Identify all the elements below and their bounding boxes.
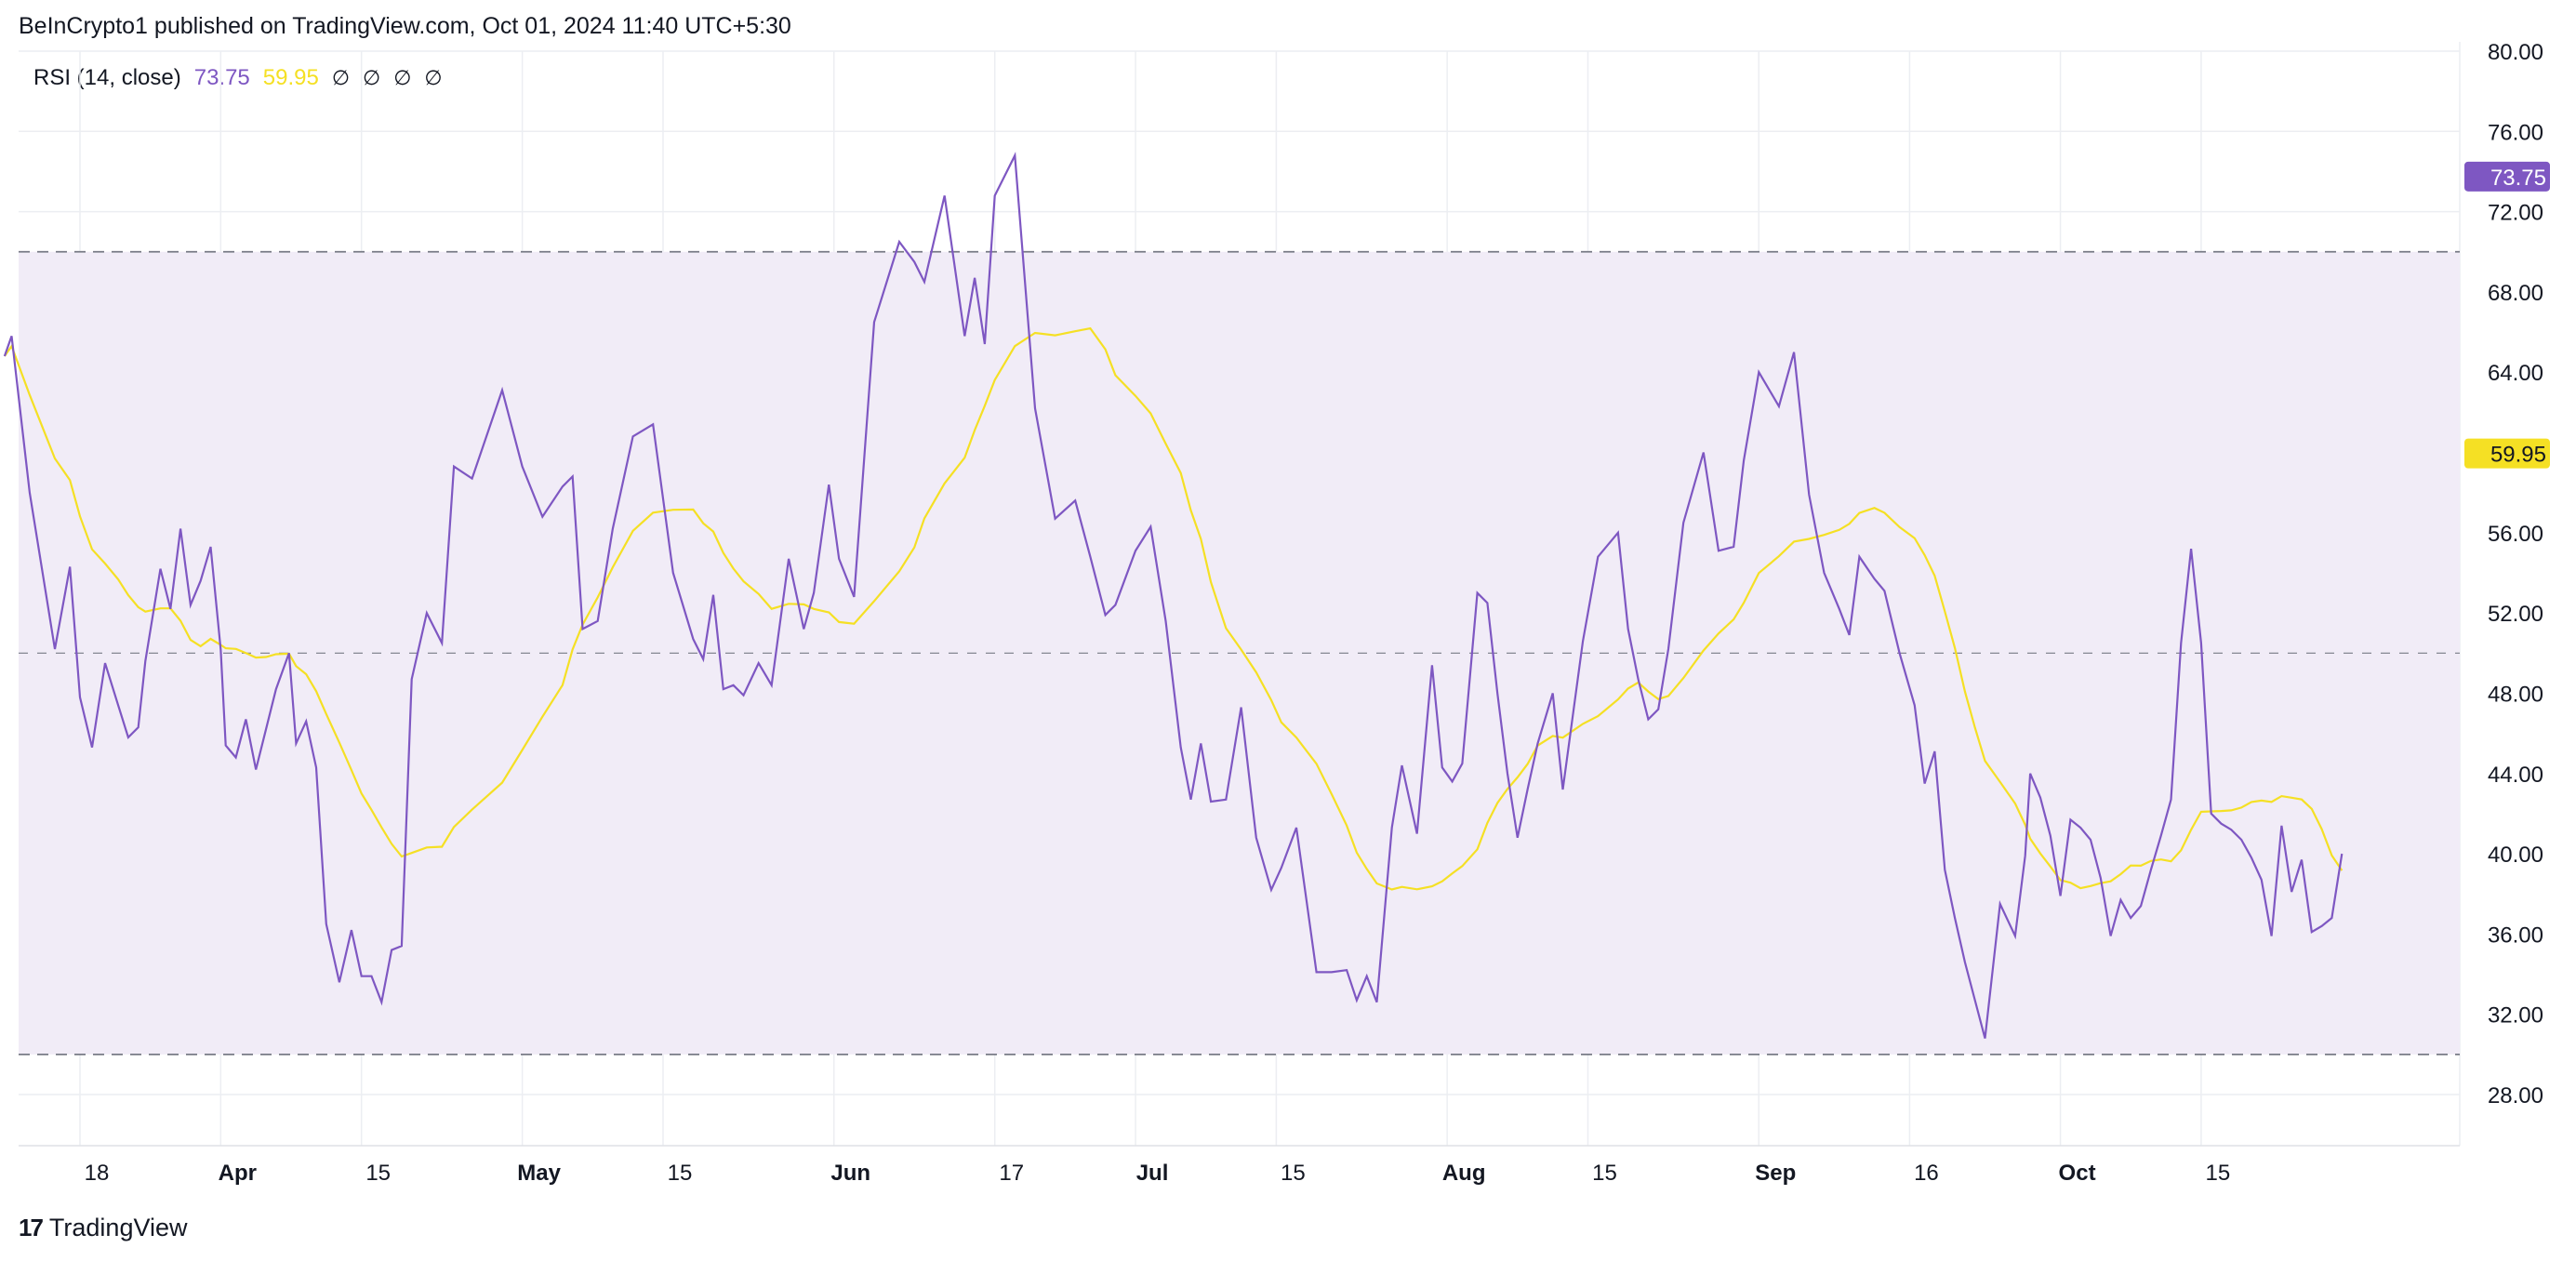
x-tick-label: 15 <box>668 1161 693 1186</box>
ma-badge-label: 59.95 <box>2490 443 2546 468</box>
y-tick-label: 28.00 <box>2488 1083 2543 1108</box>
na-mark: ∅ <box>331 66 351 89</box>
rsi-badge-label: 73.75 <box>2490 166 2546 191</box>
na-mark: ∅ <box>424 66 443 89</box>
indicator-name[interactable]: RSI (14, close) <box>33 65 181 90</box>
y-tick-label: 80.00 <box>2488 40 2543 65</box>
y-tick-label: 76.00 <box>2488 120 2543 145</box>
y-tick-label: 48.00 <box>2488 682 2543 707</box>
y-tick-label: 32.00 <box>2488 1003 2543 1029</box>
x-tick-label: Aug <box>1442 1161 1486 1186</box>
rsi-series-line <box>3 152 2344 1039</box>
na-mark: ∅ <box>363 66 381 89</box>
y-tick-label: 68.00 <box>2488 281 2543 306</box>
y-axis: 28.00 32.00 36.00 40.00 44.00 48.00 52.00 56.00… <box>2488 40 2543 1108</box>
x-tick-label: Apr <box>219 1161 257 1186</box>
y-tick-label: 72.00 <box>2488 201 2543 226</box>
x-tick-label: Jul <box>1136 1161 1169 1186</box>
x-tick-label: 16 <box>1914 1161 1939 1186</box>
x-tick-label: Oct <box>2059 1161 2096 1186</box>
tradingview-brand[interactable]: 17 TradingView <box>19 1214 188 1242</box>
x-tick-label: 18 <box>85 1161 110 1186</box>
x-tick-label: May <box>517 1161 561 1186</box>
x-axis: 18 Apr 15 May 15 Jun 17 Jul 15 Aug 15 Sep 16 Oct 15 <box>85 1161 2231 1186</box>
ma-series-line <box>4 326 2344 891</box>
published-line: BeInCrypto1 published on TradingView.com… <box>19 13 791 39</box>
band-lines <box>19 250 2460 1055</box>
tradingview-logo-icon: 17 <box>19 1214 44 1241</box>
y-tick-label: 44.00 <box>2488 763 2543 788</box>
x-tick-label: 15 <box>1592 1161 1617 1186</box>
indicator-legend: RSI (14, close) 73.75 59.95 ∅ ∅ ∅ ∅ <box>33 65 443 91</box>
y-tick-label: 56.00 <box>2488 522 2543 547</box>
rsi-value: 73.75 <box>193 65 250 90</box>
x-tick-label: 17 <box>999 1161 1024 1186</box>
price-badges: 73.75 59.95 <box>2464 161 2550 469</box>
x-tick-label: 15 <box>1281 1161 1306 1186</box>
y-tick-label: 36.00 <box>2488 923 2543 948</box>
brand-name: TradingView <box>48 1214 188 1241</box>
rsi-band <box>19 251 2460 1055</box>
y-tick-label: 40.00 <box>2488 843 2543 868</box>
x-tick-label: 15 <box>365 1161 391 1186</box>
x-tick-label: Sep <box>1755 1161 1796 1186</box>
x-tick-label: Jun <box>830 1161 870 1186</box>
ma-badge <box>2464 438 2550 469</box>
y-tick-label: 52.00 <box>2488 602 2543 627</box>
x-tick-label: 15 <box>2206 1161 2231 1186</box>
y-tick-label: 64.00 <box>2488 361 2543 386</box>
na-mark: ∅ <box>393 66 412 89</box>
ma-value: 59.95 <box>262 65 319 90</box>
rsi-chart[interactable]: 28.00 32.00 36.00 40.00 44.00 48.00 52.00 56.00… <box>0 0 2576 1200</box>
rsi-badge <box>2464 161 2550 192</box>
